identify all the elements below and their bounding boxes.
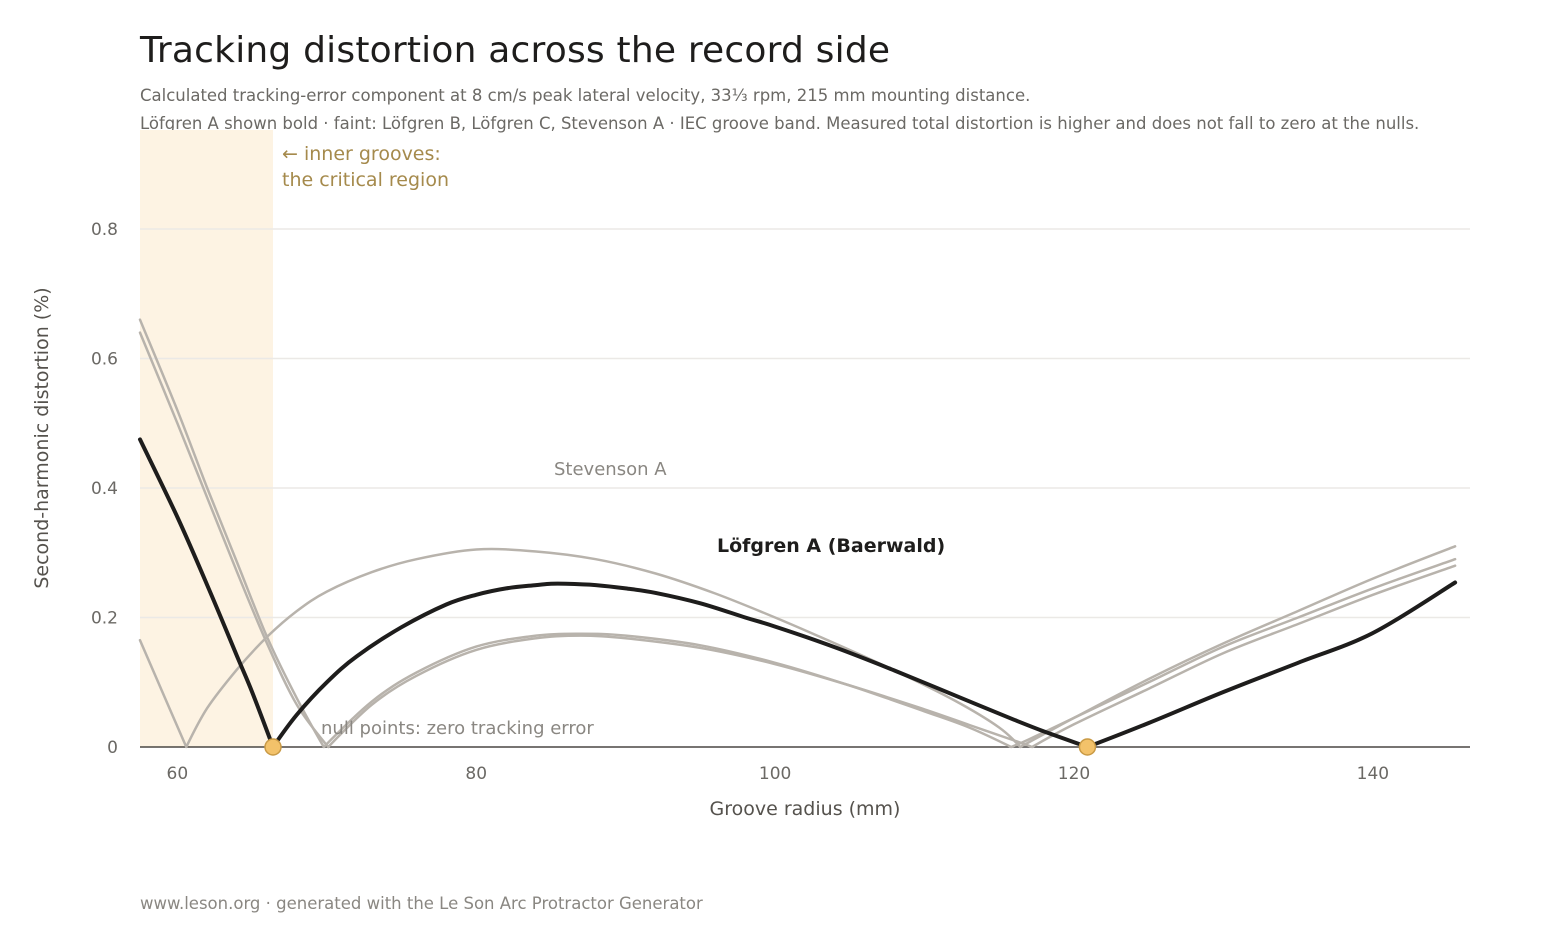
y-tick-label: 0.8 — [91, 220, 118, 240]
x-axis-title: Groove radius (mm) — [710, 798, 901, 820]
y-tick-label: 0.2 — [91, 609, 118, 629]
page-title: Tracking distortion across the record si… — [140, 30, 891, 71]
y-tick-label: 0.6 — [91, 350, 118, 370]
x-tick-label: 80 — [465, 764, 487, 784]
inner-groove-band — [140, 130, 273, 747]
chart-subtitle-line-1: Calculated tracking-error component at 8… — [140, 86, 1031, 105]
footer-credit: www.leson.org · generated with the Le So… — [140, 894, 703, 913]
distortion-chart: 0 0.2 0.4 0.6 0.8 60 80 100 120 140 Groove radius … — [31, 130, 1470, 820]
x-tick-label: 100 — [759, 764, 791, 784]
series-layer — [138, 318, 1458, 749]
y-axis-title: Second-harmonic distortion (%) — [31, 287, 53, 588]
series-label-lofgren-a: Löfgren A (Baerwald) — [717, 535, 945, 557]
grid-layer — [140, 228, 1470, 619]
y-tick-label: 0 — [107, 738, 118, 758]
y-tick-label: 0.4 — [91, 479, 118, 499]
null-points-annotation: null points: zero tracking error — [321, 718, 594, 739]
series-line-stevenson-a — [138, 545, 1457, 749]
axis-layer: 0 0.2 0.4 0.6 0.8 60 80 100 120 140 Groove radius … — [31, 220, 1470, 820]
band-annotation-line-1: ← inner grooves: — [282, 143, 441, 165]
band-annotation-line-2: the critical region — [282, 169, 449, 191]
null-point-marker — [264, 738, 282, 756]
marker-layer — [264, 738, 1097, 756]
null-point-marker — [1078, 738, 1097, 756]
series-line-l-fgren-c — [138, 318, 1457, 749]
series-line-l-fgren-a-baerwald — [138, 437, 1458, 749]
series-label-stevenson-a: Stevenson A — [554, 459, 667, 480]
chart-subtitle-line-2: Löfgren A shown bold · faint: Löfgren B,… — [140, 114, 1420, 133]
series-line-l-fgren-b — [138, 331, 1457, 749]
band-layer — [140, 130, 273, 747]
x-tick-label: 120 — [1058, 764, 1090, 784]
label-layer: ← inner grooves: the critical region null … — [282, 143, 945, 739]
x-tick-label: 60 — [167, 764, 189, 784]
x-tick-label: 140 — [1357, 764, 1389, 784]
